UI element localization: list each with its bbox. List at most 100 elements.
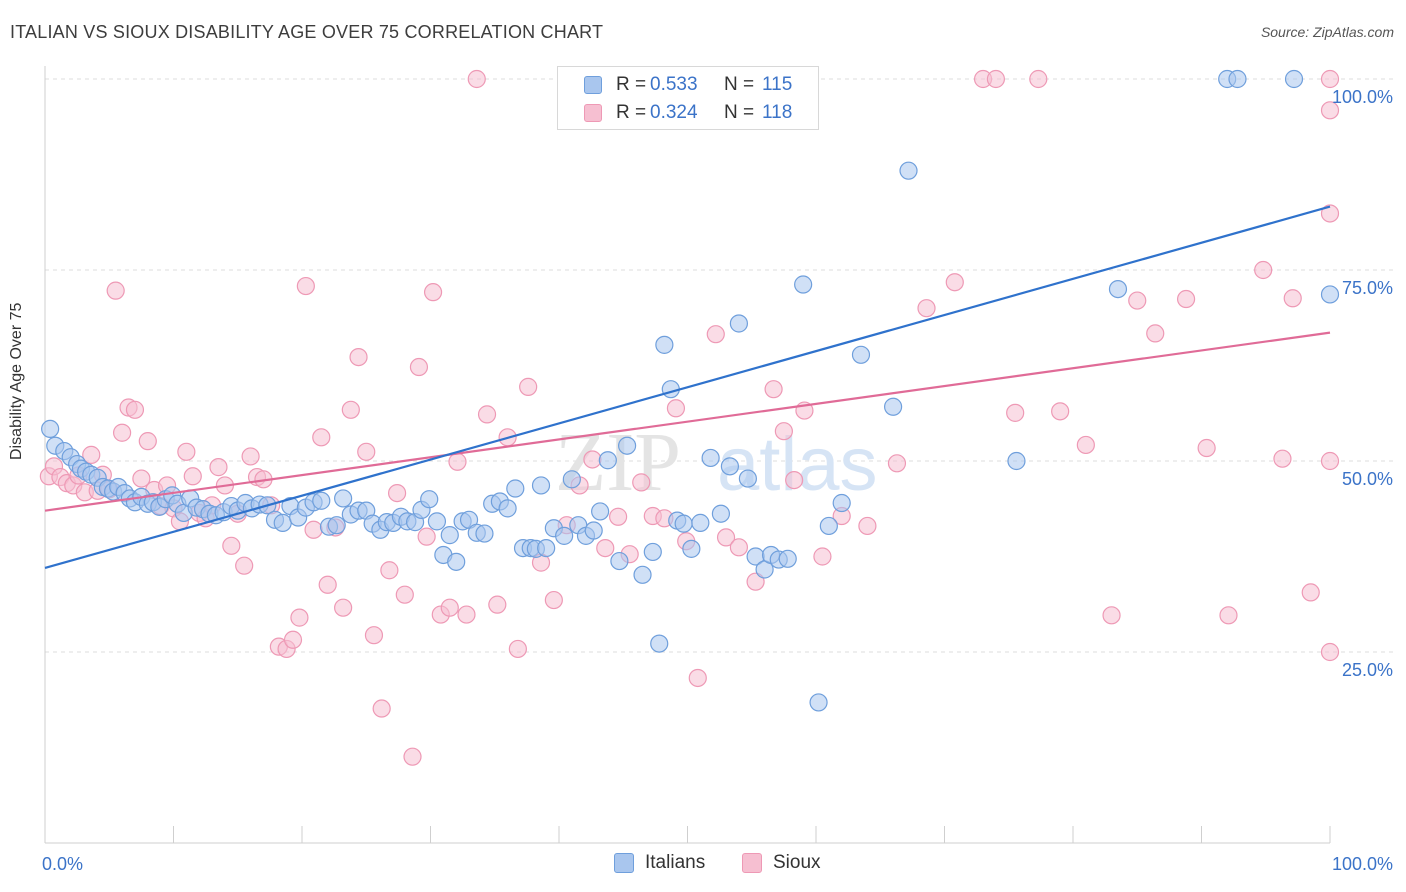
sioux-point (409, 357, 429, 377)
italians-point (701, 448, 720, 468)
italians-point (794, 275, 813, 294)
sioux-point (764, 380, 783, 399)
sioux-point (519, 377, 538, 396)
sioux-point (1128, 291, 1147, 310)
legend-label-sioux: Sioux (773, 852, 821, 873)
sioux-point (1320, 101, 1340, 120)
sioux-point (457, 605, 476, 624)
italians-point (506, 479, 525, 498)
italians-swatch (584, 76, 602, 94)
n-key: N = (724, 74, 755, 95)
sioux-point (395, 585, 414, 604)
chart-title: ITALIAN VS SIOUX DISABILITY AGE OVER 75 … (10, 22, 604, 42)
sioux-point (609, 507, 628, 526)
sioux-point (372, 699, 391, 718)
sioux-point (858, 516, 877, 536)
n-value: 115 (762, 74, 793, 95)
italians-point (531, 476, 551, 495)
sioux-point (132, 469, 151, 488)
sioux-point (688, 668, 707, 688)
sioux-trend-line (44, 331, 1331, 512)
italians-point (682, 539, 701, 558)
italians-point (851, 345, 871, 364)
sioux-point (283, 630, 303, 649)
sioux-point (1320, 69, 1340, 89)
italians-legend-swatch (614, 853, 634, 873)
italians-point (633, 565, 652, 584)
sioux-point (632, 473, 651, 492)
sioux-point (467, 69, 486, 89)
sioux-point (583, 450, 602, 469)
sioux-point (222, 536, 241, 555)
sioux-point (1320, 204, 1340, 223)
sioux-point (1301, 583, 1320, 602)
sioux-point (1320, 451, 1340, 471)
sioux-point (312, 428, 331, 447)
italians-point (610, 551, 629, 571)
sioux-point (945, 273, 964, 292)
sioux-point (440, 598, 459, 617)
sioux-point (209, 458, 228, 477)
trend-lines (44, 205, 1331, 570)
r-value: 0.533 (650, 74, 698, 95)
italians-point (729, 314, 749, 333)
italians-point (883, 397, 903, 416)
tick-labels: 25.0% 50.0% 75.0% 100.0% 0.0% 100.0% (42, 87, 1393, 874)
y-tick-label: 50.0% (1342, 469, 1393, 489)
r-key: R = (616, 74, 647, 95)
italians-point (591, 502, 610, 521)
sioux-point (1146, 324, 1165, 343)
sioux-point (917, 299, 936, 318)
x-tick-label: 100.0% (1332, 854, 1393, 874)
italians-point (327, 516, 346, 535)
n-key: N = (724, 102, 755, 123)
sioux-point (403, 747, 422, 766)
sioux-point (1029, 69, 1048, 89)
watermark-zip: ZIP (555, 416, 681, 509)
italians-point (555, 526, 574, 545)
sioux-point (986, 69, 1006, 89)
sioux-point (488, 595, 507, 614)
italians-point (475, 524, 494, 543)
sioux-point (334, 598, 353, 617)
italians-point (447, 552, 466, 571)
sioux-point (1006, 403, 1025, 422)
italians-point (778, 549, 797, 568)
sioux-point (1219, 606, 1238, 625)
legend-label-italians: Italians (645, 852, 706, 873)
italians-point (899, 161, 918, 180)
italians-point (584, 521, 603, 540)
italians-point (334, 489, 353, 508)
italians-point (809, 693, 828, 712)
italians-point (598, 451, 617, 470)
sioux-point (1273, 449, 1292, 468)
sioux-point (508, 639, 527, 659)
sioux-point (106, 281, 125, 300)
italians-point (420, 490, 439, 509)
y-tick-label: 25.0% (1342, 660, 1393, 680)
italians-point (312, 491, 331, 510)
italians-point (1007, 451, 1026, 471)
italians-point (1228, 69, 1247, 89)
sioux-point (1102, 606, 1121, 625)
sioux-legend-swatch (742, 853, 762, 873)
y-tick-label: 100.0% (1332, 87, 1393, 107)
watermark-atlas: atlas (717, 422, 878, 507)
sioux-point (813, 547, 832, 566)
sioux-point (746, 572, 765, 591)
italians-point (655, 335, 674, 354)
sioux-point (887, 454, 907, 473)
sioux-point (477, 405, 497, 424)
sioux-point (183, 467, 202, 486)
italians-point (1320, 285, 1340, 304)
italians-point (650, 634, 669, 653)
sioux-point (1283, 289, 1302, 308)
sioux-point (364, 626, 384, 645)
italians-point (1284, 69, 1304, 89)
italians-point (691, 513, 710, 532)
stats-legend: R = 0.533 N = 115 R = 0.324 N = 118 (557, 66, 819, 130)
sioux-point (177, 442, 196, 461)
axes (44, 66, 1331, 844)
sioux-point (1051, 402, 1070, 421)
